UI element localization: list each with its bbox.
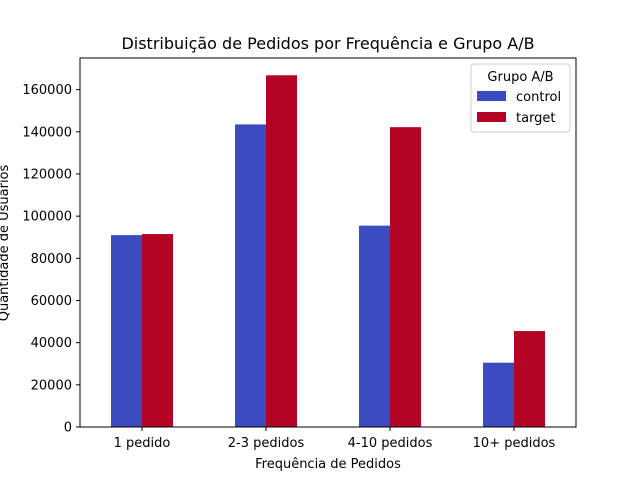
bar-target-3	[514, 331, 545, 427]
y-tick-label: 120000	[22, 167, 72, 182]
y-axis-label: Quantidade de Usuários	[0, 165, 12, 322]
y-tick-label: 160000	[22, 83, 72, 98]
bars-group	[111, 75, 545, 428]
legend-swatch-control	[477, 91, 506, 101]
bar-control-1	[235, 124, 266, 428]
bar-control-3	[483, 362, 514, 427]
plot-frame	[79, 57, 577, 428]
legend-label-target: target	[516, 111, 556, 126]
x-axis-label: Frequência de Pedidos	[255, 457, 401, 472]
legend-title: Grupo A/B	[487, 70, 553, 85]
x-tick-label: 4-10 pedidos	[348, 436, 433, 451]
y-tick-label: 0	[64, 421, 72, 436]
y-tick-label: 80000	[31, 252, 72, 267]
y-tick-label: 20000	[31, 378, 72, 393]
y-tick-label: 60000	[31, 294, 72, 309]
bar-control-0	[111, 235, 142, 427]
x-axis-ticks: 1 pedido 2-3 pedidos 4-10 pedidos 10+ pedid…	[114, 427, 556, 451]
bar-target-2	[390, 127, 421, 427]
legend-label-control: control	[516, 90, 561, 105]
legend-swatch-target	[477, 112, 506, 122]
y-tick-label: 140000	[22, 125, 72, 140]
x-tick-label: 2-3 pedidos	[228, 436, 305, 451]
x-tick-label: 10+ pedidos	[473, 436, 556, 451]
y-tick-label: 40000	[31, 336, 72, 351]
x-tick-label: 1 pedido	[114, 436, 171, 451]
bar-control-2	[359, 225, 390, 427]
y-axis-ticks: 0 20000 40000 60000 80000 100000 120000 140000 1…	[22, 83, 80, 436]
bar-target-0	[142, 234, 173, 427]
bar-target-1	[266, 75, 297, 427]
y-tick-label: 100000	[22, 210, 72, 225]
chart-title: Distribuição de Pedidos por Frequência e…	[121, 34, 534, 53]
legend: Grupo A/B control target	[470, 63, 571, 133]
